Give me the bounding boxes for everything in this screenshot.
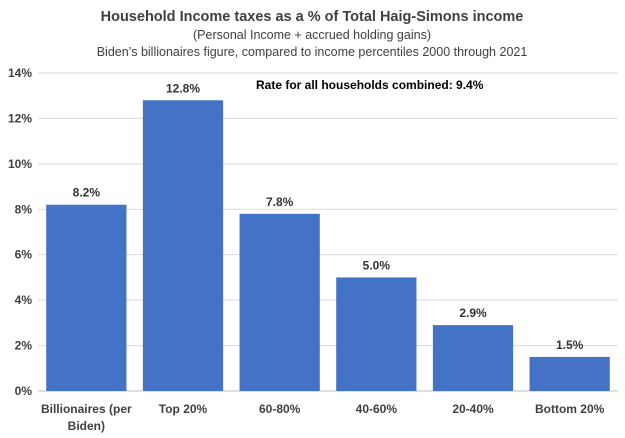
y-tick-label: 4% <box>15 293 33 307</box>
data-label: 8.2% <box>73 186 101 200</box>
y-tick-label: 8% <box>15 202 33 216</box>
chart-subtitle-2: Biden’s billionaires figure, compared to… <box>97 45 528 59</box>
data-labels: 8.2% 12.8% 7.8% 5.0% 2.9% 1.5% <box>73 81 584 352</box>
x-category-label: Bottom 20% <box>535 402 605 416</box>
y-tick-label: 6% <box>15 248 33 262</box>
x-axis-categories: Billionaires (per Biden) Top 20% 60-80% 40-6… <box>41 402 605 433</box>
x-category-label: 40-60% <box>356 402 398 416</box>
y-tick-label: 0% <box>15 384 33 398</box>
data-label: 2.9% <box>459 306 487 320</box>
y-tick-label: 10% <box>8 157 32 171</box>
y-axis-ticks: 0% 2% 4% 6% 8% 10% 12% 14% <box>8 66 32 398</box>
x-category-label: 60-80% <box>259 402 301 416</box>
x-category-label: Billionaires (per <box>41 402 132 416</box>
y-tick-label: 2% <box>15 339 33 353</box>
bar <box>432 325 514 391</box>
x-category-label: Biden) <box>68 419 105 433</box>
bars <box>46 100 610 391</box>
gridlines <box>38 72 618 392</box>
chart-title: Household Income taxes as a % of Total H… <box>101 9 524 25</box>
bar <box>142 100 224 391</box>
data-label: 12.8% <box>166 81 200 95</box>
y-tick-label: 14% <box>8 66 32 80</box>
data-label: 1.5% <box>556 338 584 352</box>
data-label: 5.0% <box>363 258 391 272</box>
data-label: 7.8% <box>266 195 294 209</box>
chart-annotation: Rate for all households combined: 9.4% <box>256 78 484 92</box>
x-category-label: 20-40% <box>452 402 494 416</box>
bar <box>529 356 610 391</box>
bar <box>336 277 417 391</box>
bar <box>239 213 320 391</box>
y-tick-label: 12% <box>8 111 32 125</box>
bar <box>46 204 127 391</box>
chart-subtitle: (Personal Income + accrued holding gains… <box>193 28 431 42</box>
x-category-label: Top 20% <box>159 402 208 416</box>
